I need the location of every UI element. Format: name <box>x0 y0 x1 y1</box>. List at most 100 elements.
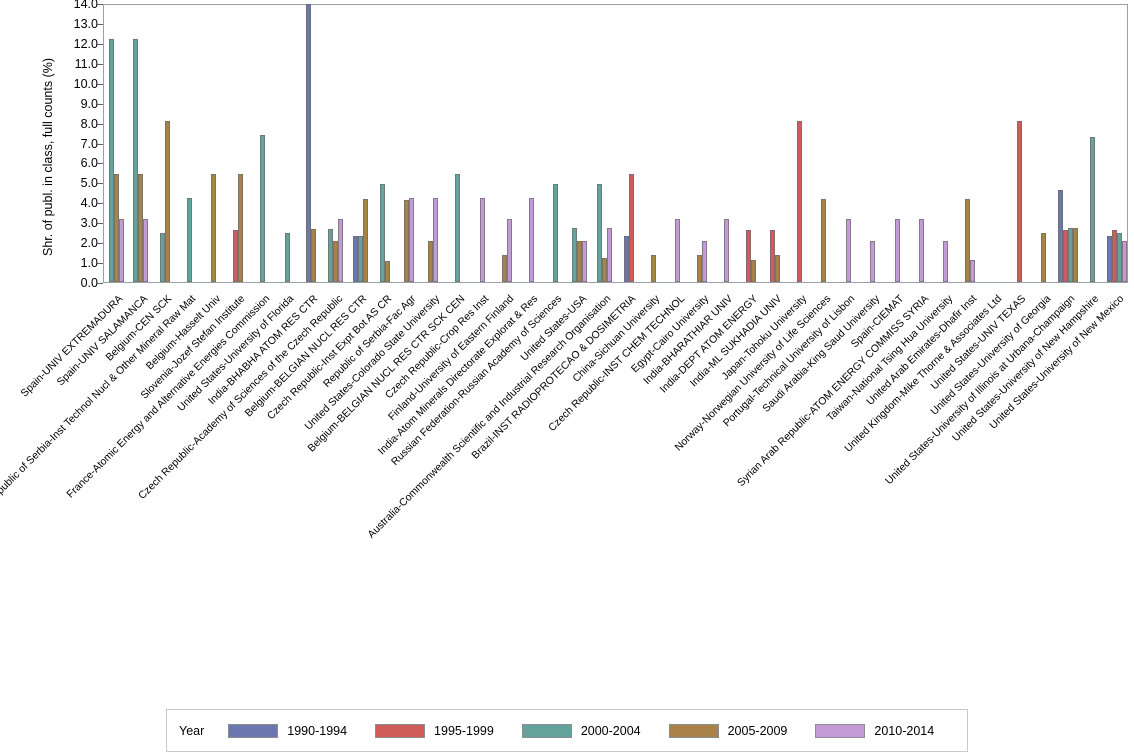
bar <box>775 255 781 282</box>
bar <box>528 198 534 282</box>
bar <box>894 219 900 282</box>
bar <box>118 219 124 282</box>
bar <box>750 260 756 282</box>
bar <box>506 219 512 282</box>
bar <box>1016 120 1022 282</box>
bar <box>428 241 434 282</box>
bar <box>650 255 656 282</box>
legend: Year 1990-1994 1995-1999 2000-2004 2005-200… <box>166 709 968 752</box>
bar <box>455 174 461 282</box>
y-axis-tick-mark <box>97 283 103 284</box>
legend-item[interactable]: 2000-2004 <box>521 723 641 738</box>
y-axis-tick-label: 2.0 <box>80 236 98 251</box>
y-axis-tick-label: 14.0 <box>73 0 98 11</box>
bar <box>919 219 925 282</box>
bar <box>260 134 266 282</box>
bar <box>770 230 776 282</box>
bar <box>404 200 410 282</box>
legend-label: 2005-2009 <box>727 723 788 738</box>
bar <box>357 236 363 282</box>
bar <box>1106 236 1112 282</box>
y-axis-tick-mark <box>97 163 103 165</box>
bar <box>1067 228 1073 282</box>
bar <box>328 229 334 282</box>
legend-swatch <box>668 723 719 738</box>
bar <box>138 174 144 282</box>
legend-item[interactable]: 1995-1999 <box>375 723 494 738</box>
bar <box>623 236 629 282</box>
bar <box>1057 190 1063 282</box>
legend-title: Year <box>179 723 205 738</box>
bar <box>311 229 317 282</box>
bar <box>696 255 702 282</box>
bar <box>970 260 976 282</box>
legend-swatch <box>228 723 279 738</box>
bar <box>352 236 358 282</box>
y-axis-tick-mark <box>97 183 103 185</box>
y-axis-tick-label: 1.0 <box>80 256 98 271</box>
bar <box>701 241 707 282</box>
bar <box>338 219 344 282</box>
y-axis-tick-mark <box>97 4 103 5</box>
y-axis-tick-label: 6.0 <box>80 156 98 171</box>
bar <box>479 198 485 282</box>
bar <box>133 38 139 282</box>
y-axis-tick-label: 8.0 <box>80 116 98 131</box>
y-axis-tick-label: 12.0 <box>73 36 98 51</box>
bar <box>577 241 583 282</box>
y-axis-tick-label: 5.0 <box>80 176 98 191</box>
y-axis-tick-label: 10.0 <box>73 76 98 91</box>
bar <box>165 120 170 282</box>
bar <box>501 255 507 282</box>
bar <box>965 199 971 282</box>
bar <box>160 233 165 282</box>
plot-area <box>103 4 1128 283</box>
y-axis-tick-mark <box>97 243 103 245</box>
legend-label: 2000-2004 <box>580 723 641 738</box>
bar <box>1111 230 1117 282</box>
legend-item[interactable]: 2010-2014 <box>815 723 935 738</box>
y-axis-tick-mark <box>97 263 103 265</box>
legend-items: 1990-1994 1995-1999 2000-2004 2005-2009 2010… <box>228 723 962 738</box>
legend-item[interactable]: 2005-2009 <box>668 723 788 738</box>
bar <box>233 230 239 282</box>
legend-item[interactable]: 1990-1994 <box>228 723 347 738</box>
y-axis-tick-label: 3.0 <box>80 216 98 231</box>
bar-group <box>104 4 1127 282</box>
y-axis-tick-mark <box>97 43 103 45</box>
bar <box>379 184 385 282</box>
bar <box>628 174 634 282</box>
y-axis-tick-mark <box>97 203 103 205</box>
bar <box>845 219 851 282</box>
bar <box>606 228 612 282</box>
bar <box>745 230 751 282</box>
bar <box>284 233 290 282</box>
bar <box>211 174 217 282</box>
bar <box>1041 233 1047 282</box>
y-axis-tick-mark <box>97 143 103 145</box>
bar <box>384 261 390 282</box>
y-axis-tick-label: 11.0 <box>74 56 98 71</box>
legend-label: 1995-1999 <box>434 723 494 738</box>
bar <box>821 199 827 282</box>
legend-swatch <box>521 723 572 738</box>
legend-label: 2010-2014 <box>874 723 935 738</box>
bar <box>1121 241 1127 282</box>
bar <box>572 228 578 282</box>
y-axis-tick-mark <box>97 63 103 65</box>
y-axis-tick-mark <box>97 83 103 85</box>
bar <box>601 258 607 282</box>
bar <box>1072 228 1078 282</box>
y-axis-tick-label: 7.0 <box>80 136 98 151</box>
bar <box>238 174 244 282</box>
bar <box>433 198 439 282</box>
bar <box>333 241 339 282</box>
y-axis-tick-label: 13.0 <box>73 16 98 31</box>
bar <box>362 199 368 282</box>
bar <box>108 38 114 282</box>
y-axis-tick-mark <box>97 23 103 25</box>
bar <box>186 198 192 282</box>
bar <box>552 184 558 282</box>
legend-swatch <box>815 723 866 738</box>
